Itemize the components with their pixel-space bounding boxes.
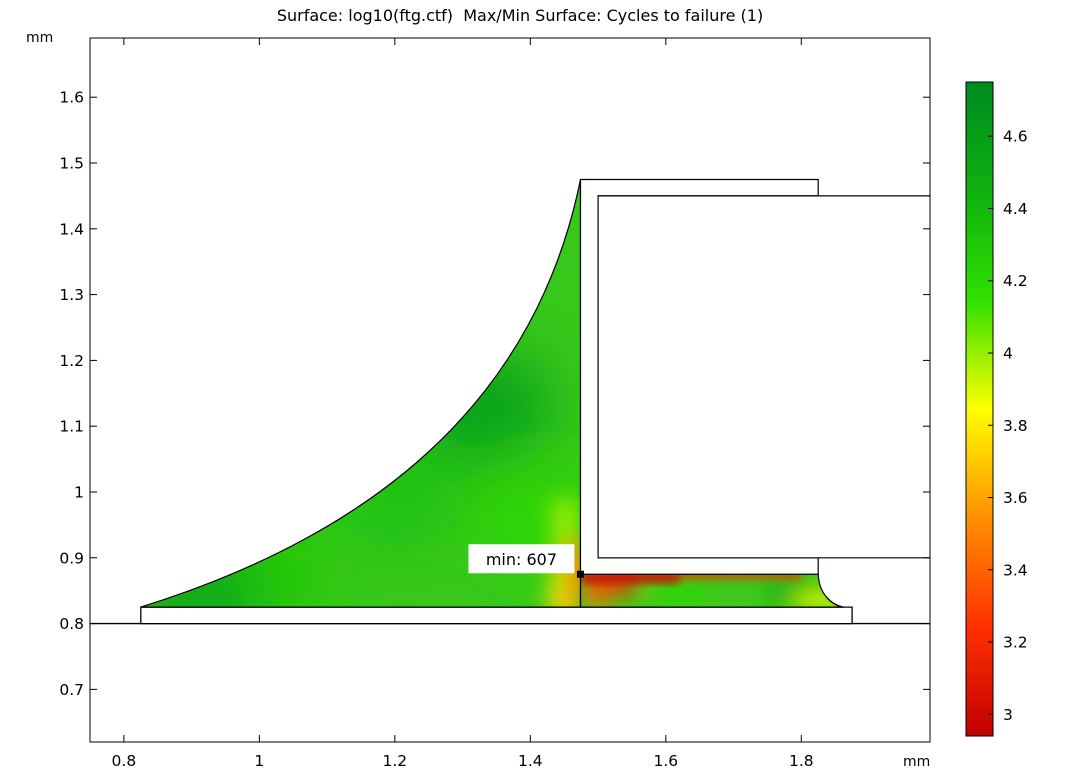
colorbar-tick-label: 3 bbox=[1003, 706, 1013, 724]
colorbar-tick-label: 4.2 bbox=[1003, 272, 1028, 290]
y-axis-ticks: 0.7 0.8 0.9 1 1.1 1.2 1.3 1.4 1.5 1.6 bbox=[59, 89, 930, 699]
colorbar bbox=[965, 81, 994, 737]
min-label-box bbox=[468, 544, 575, 574]
y-tick-label: 1.3 bbox=[59, 286, 84, 304]
min-marker bbox=[576, 570, 584, 578]
substrate-pad-outline bbox=[140, 606, 853, 625]
y-tick-label: 1.5 bbox=[59, 155, 84, 173]
x-axis-unit: mm bbox=[903, 754, 931, 770]
colorbar-tick-label: 3.8 bbox=[1003, 417, 1028, 435]
joint-top-band bbox=[679, 574, 802, 579]
y-tick-label: 1 bbox=[74, 483, 84, 501]
component-body-outline bbox=[597, 195, 930, 559]
y-tick-label: 1.2 bbox=[59, 352, 84, 370]
colorbar-tick-label: 4.6 bbox=[1003, 128, 1028, 146]
solder-fillet-outline bbox=[140, 179, 582, 608]
axes-frame bbox=[89, 37, 931, 743]
x-axis-ticks: 0.8 1 1.2 1.4 1.6 1.8 bbox=[112, 38, 814, 770]
y-axis-unit: mm bbox=[26, 30, 54, 46]
x-tick-label: 1 bbox=[254, 752, 264, 770]
colorbar-tick-label: 3.2 bbox=[1003, 634, 1028, 652]
x-tick-label: 1.6 bbox=[653, 752, 678, 770]
min-label: min: 607 bbox=[486, 550, 557, 569]
joint-field-blob bbox=[649, 581, 710, 606]
x-tick-label: 1.2 bbox=[383, 752, 408, 770]
colorbar-tick-label: 4.4 bbox=[1003, 200, 1028, 218]
plot-title: Surface: log10(ftg.ctf) Max/Min Surface:… bbox=[276, 6, 764, 25]
y-tick-label: 1.6 bbox=[59, 89, 84, 107]
joint-top-hotband bbox=[580, 574, 680, 583]
colorbar-tick-label: 3.6 bbox=[1003, 489, 1028, 507]
y-tick-label: 0.8 bbox=[59, 615, 84, 633]
y-tick-label: 1.1 bbox=[59, 418, 84, 436]
y-tick-label: 0.7 bbox=[59, 681, 84, 699]
y-tick-label: 0.9 bbox=[59, 549, 84, 567]
y-tick-label: 1.4 bbox=[59, 220, 84, 238]
x-tick-label: 1.4 bbox=[518, 752, 543, 770]
x-tick-label: 0.8 bbox=[112, 752, 137, 770]
colorbar-ticks: 3 3.2 3.4 3.6 3.8 4 4.2 4.4 4.6 bbox=[988, 128, 1028, 724]
x-tick-label: 1.8 bbox=[789, 752, 814, 770]
colorbar-tick-label: 4 bbox=[1003, 344, 1013, 362]
colorbar-tick-label: 3.4 bbox=[1003, 561, 1028, 579]
